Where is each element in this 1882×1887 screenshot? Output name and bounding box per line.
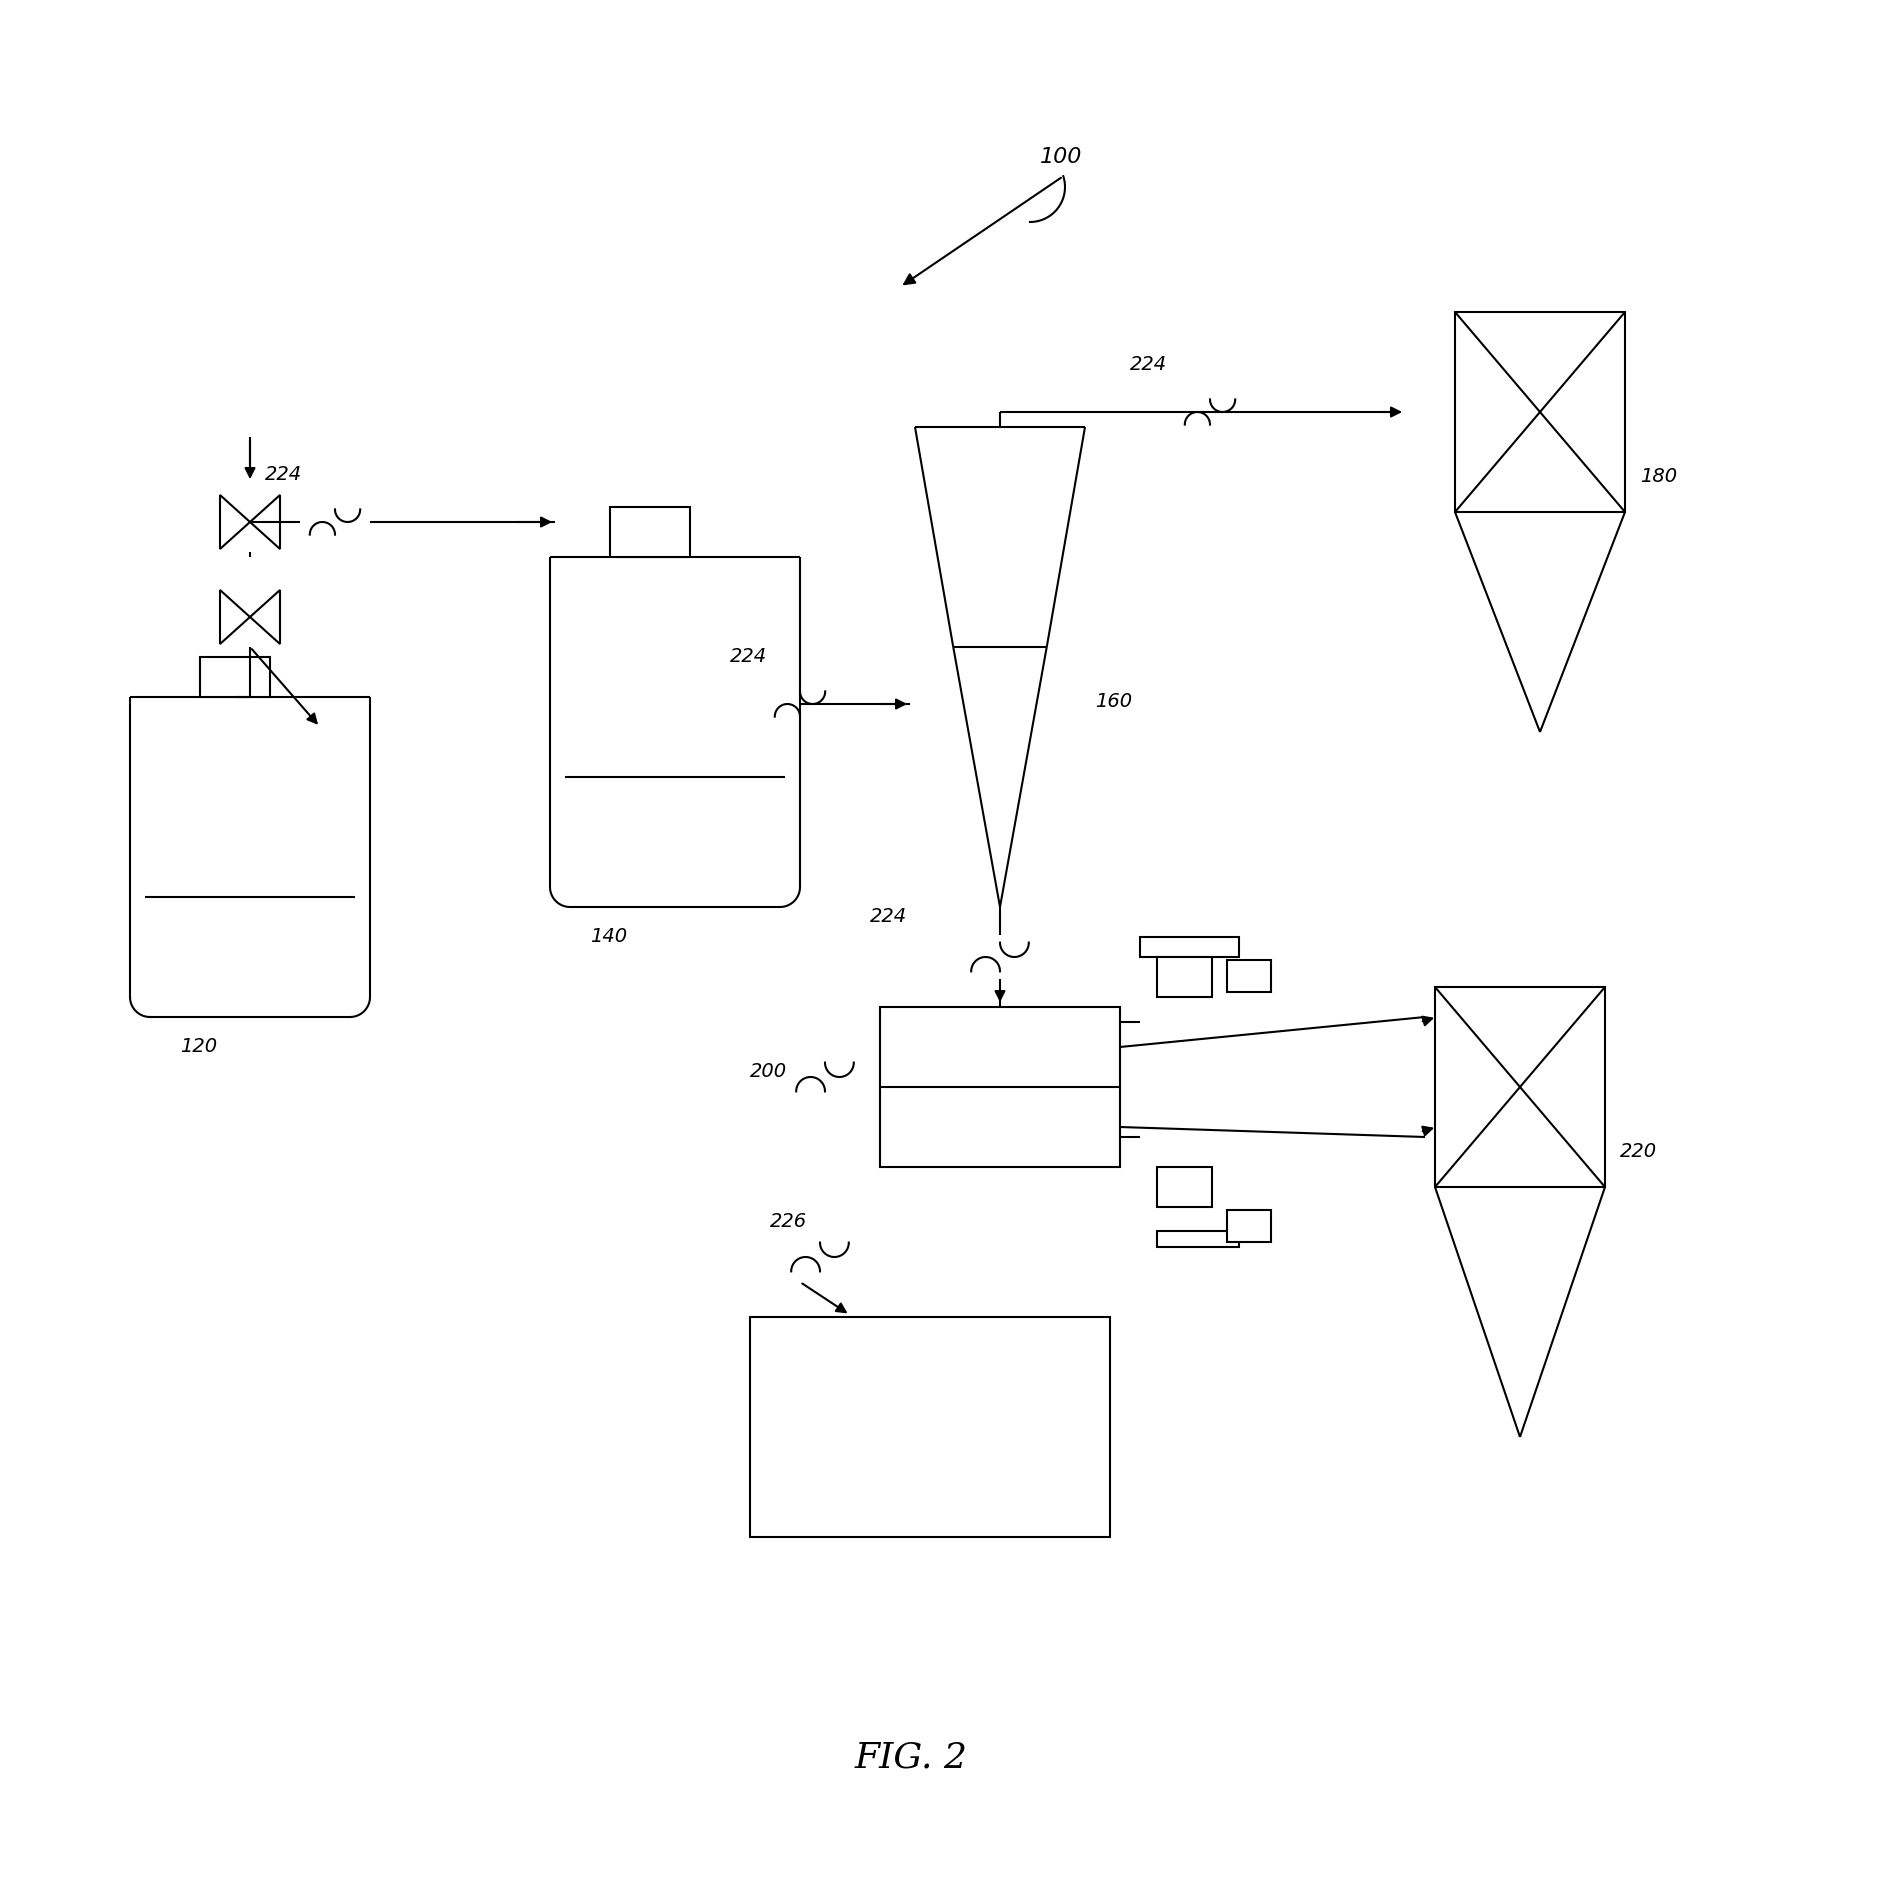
- Bar: [1157, 957, 1212, 996]
- Text: 226: 226: [770, 1211, 807, 1230]
- Text: 180: 180: [1639, 466, 1677, 487]
- Bar: [1157, 1166, 1212, 1208]
- Text: 140: 140: [589, 927, 627, 945]
- Text: 224: 224: [869, 908, 907, 927]
- Bar: [1455, 311, 1624, 511]
- Text: 100: 100: [1041, 147, 1082, 168]
- Bar: [1227, 1210, 1270, 1242]
- Bar: [1434, 987, 1605, 1187]
- Text: 224: 224: [1129, 355, 1167, 374]
- Bar: [610, 508, 691, 557]
- Text: 220: 220: [1620, 1142, 1658, 1161]
- Bar: [199, 657, 269, 696]
- Bar: [1157, 1230, 1238, 1247]
- Bar: [1227, 960, 1270, 993]
- Text: 200: 200: [751, 1062, 787, 1081]
- Text: 224: 224: [730, 647, 768, 666]
- Text: FIG. 2: FIG. 2: [854, 1740, 967, 1774]
- Text: 224: 224: [265, 464, 303, 483]
- Bar: [751, 1317, 1110, 1538]
- Text: 120: 120: [181, 1038, 216, 1057]
- Bar: [881, 1008, 1120, 1166]
- Bar: [1140, 938, 1238, 957]
- Text: 160: 160: [1095, 693, 1133, 711]
